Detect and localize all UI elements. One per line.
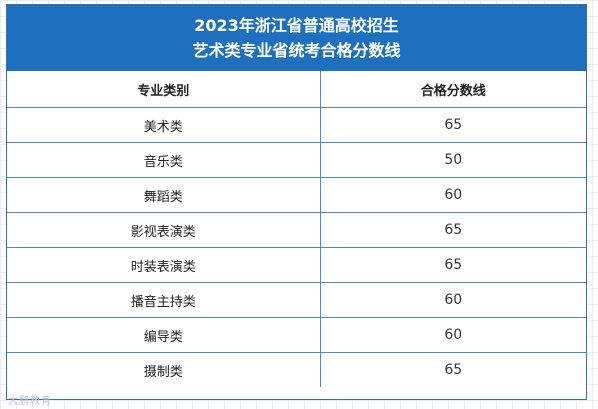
row-category: 播音主持类	[7, 282, 321, 318]
row-category: 摄制类	[7, 352, 321, 387]
row-score: 65	[319, 247, 586, 283]
table-row: 影视表演类 65	[7, 212, 586, 248]
score-table-card: 2023年浙江省普通高校招生 艺术类专业省统考合格分数线 专业类别 合格分数线 …	[6, 4, 587, 400]
table-header-row: 专业类别 合格分数线	[7, 71, 586, 108]
row-score: 60	[319, 177, 586, 213]
table-row: 播音主持类 60	[7, 282, 586, 318]
row-category: 编导类	[7, 317, 321, 353]
table-row: 编导类 60	[7, 317, 586, 353]
row-category: 影视表演类	[7, 212, 321, 248]
row-score: 60	[319, 317, 586, 353]
row-category: 舞蹈类	[7, 177, 321, 213]
table-row: 舞蹈类 60	[7, 177, 586, 213]
watermark: 大鹏教育	[8, 396, 52, 407]
row-category: 美术类	[7, 107, 321, 143]
row-score: 65	[319, 107, 586, 143]
row-score: 50	[319, 142, 586, 178]
table-row: 摄制类 65	[7, 352, 586, 387]
header-category: 专业类别	[7, 71, 321, 108]
row-category: 音乐类	[7, 142, 321, 178]
score-table: 专业类别 合格分数线 美术类 65 音乐类 50 舞蹈类 60 影视	[7, 71, 586, 387]
title-line-1: 2023年浙江省普通高校招生	[194, 16, 399, 35]
row-score: 65	[319, 212, 586, 248]
row-category: 时装表演类	[7, 247, 321, 283]
table-row: 美术类 65	[7, 107, 586, 143]
table-title: 2023年浙江省普通高校招生 艺术类专业省统考合格分数线	[7, 5, 586, 71]
header-score: 合格分数线	[319, 71, 586, 108]
row-score: 60	[319, 282, 586, 318]
row-score: 65	[319, 352, 586, 387]
table-row: 时装表演类 65	[7, 247, 586, 283]
title-line-2: 艺术类专业省统考合格分数线	[192, 41, 401, 60]
table-row: 音乐类 50	[7, 142, 586, 178]
